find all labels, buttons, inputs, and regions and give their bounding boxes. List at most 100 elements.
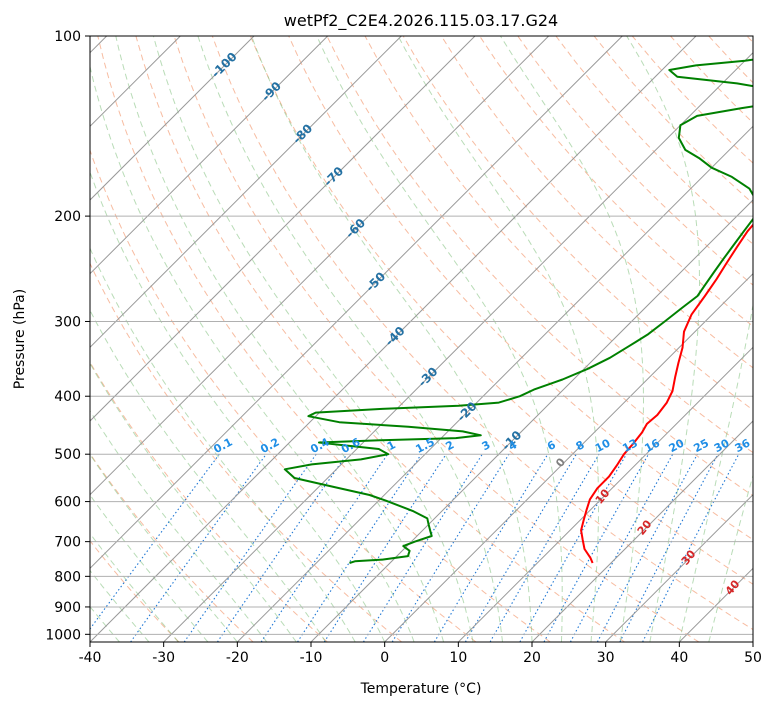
x-tick-label: -10	[300, 650, 323, 666]
dry-adiabat-line	[173, 36, 700, 642]
dewpoint-trace	[283, 58, 753, 564]
dry-adiabat-line	[326, 36, 753, 497]
mixing-ratio-label: 13	[620, 436, 640, 455]
mixing-ratio-line	[260, 453, 389, 642]
y-tick-label: 400	[54, 389, 81, 405]
dry-adiabat-line	[288, 36, 753, 541]
x-axis-label: Temperature (°C)	[360, 681, 482, 697]
mixing-ratio-line	[362, 453, 483, 642]
background-lines	[90, 36, 753, 642]
isotherm-line	[90, 36, 550, 496]
x-tick-label: 50	[744, 650, 762, 666]
mixing-ratio-line	[297, 453, 422, 642]
y-tick-label: 900	[54, 600, 81, 616]
x-tick-label: 0	[380, 650, 389, 666]
y-tick-label: 600	[54, 495, 81, 511]
isotherm-line	[90, 36, 476, 422]
mixing-ratio-line	[489, 453, 600, 642]
mixing-ratio-label: 30	[712, 436, 732, 455]
dry-adiabat-line	[517, 36, 753, 286]
moist-adiabat-line	[397, 36, 599, 642]
isotherm-line	[457, 346, 753, 642]
dry-adiabat-line	[440, 36, 753, 369]
dry-adiabat-line	[97, 36, 551, 642]
moist-adiabat-line	[90, 569, 150, 642]
plot-frame	[89, 35, 754, 643]
mixing-ratio-line	[130, 453, 267, 642]
dry-adiabat-line	[135, 36, 625, 642]
y-tick-label: 300	[54, 314, 81, 330]
moist-adiabat-line	[626, 36, 700, 642]
isotherm-line	[163, 51, 753, 642]
moist-adiabat-line	[90, 309, 327, 642]
x-tick-label: -20	[226, 650, 249, 666]
mixing-ratio-line	[596, 453, 698, 642]
isotherm-line	[90, 36, 255, 201]
x-tick-label: 40	[670, 650, 688, 666]
y-tick-label: 200	[54, 209, 81, 225]
moist-adiabat-line	[90, 453, 238, 642]
isotherm-line	[531, 420, 753, 642]
isotherm-line	[236, 125, 753, 642]
dry-adiabat-line	[402, 36, 753, 411]
moist-adiabat-line	[316, 36, 563, 642]
x-tick-label: -30	[152, 650, 175, 666]
dry-adiabat-line	[90, 262, 403, 642]
mixing-ratio-label: 25	[691, 436, 711, 455]
mixing-ratio-line	[90, 453, 220, 630]
mixing-ratio-line	[464, 453, 577, 642]
dry-adiabat-line	[211, 36, 753, 631]
moist-adiabat-line	[152, 36, 474, 642]
isotherm-line	[90, 36, 329, 275]
sounding-traces	[283, 58, 753, 564]
moist-adiabat-line	[197, 36, 503, 642]
isotherm-line	[90, 36, 697, 642]
mixing-ratio-label: 36	[733, 436, 753, 455]
moist-adiabat-line	[90, 64, 415, 642]
isotherm-line	[752, 641, 753, 642]
mixing-ratio-label: 10	[593, 436, 613, 455]
x-tick-label: 10	[449, 650, 467, 666]
mixing-ratio-line	[216, 453, 348, 642]
moist-adiabat-line	[90, 532, 179, 642]
x-tick-label: 20	[523, 650, 541, 666]
isotherm-line	[310, 199, 753, 642]
dry-adiabat-line	[90, 452, 254, 642]
y-tick-label: 700	[54, 535, 81, 551]
y-tick-label: 800	[54, 569, 81, 585]
moist-adiabat-line	[499, 36, 644, 642]
moist-adiabat-line	[90, 247, 356, 642]
temperature-trace	[580, 223, 753, 564]
moist-adiabat-line	[90, 410, 268, 642]
moist-adiabat-line	[90, 362, 297, 642]
y-tick-label: 500	[54, 447, 81, 463]
isotherm-line	[90, 36, 623, 570]
plot-background	[90, 36, 753, 642]
y-tick-label: 1000	[45, 627, 81, 643]
isotherm-line	[384, 272, 753, 642]
mixing-ratio-line	[543, 453, 649, 642]
axes: -40 -30 -20 -10 0 10 20 30 40 50 100 200 300 400 500 60…	[45, 29, 762, 666]
dry-adiabat-line	[90, 148, 477, 642]
mixing-ratio-line	[519, 453, 627, 642]
moist-adiabat-line	[90, 170, 386, 642]
chart-title: wetPf2_C2E4.2026.115.03.17.G24	[284, 11, 558, 31]
moist-adiabat-line	[678, 302, 753, 642]
mixing-ratio-line	[323, 453, 447, 642]
x-tick-label: -40	[79, 650, 102, 666]
moist-adiabat-line	[251, 36, 533, 642]
mixing-ratio-label: 16	[642, 436, 662, 455]
y-axis-label: Pressure (hPa)	[12, 289, 28, 389]
mixing-ratio-line	[183, 453, 317, 642]
mixing-ratio-line	[569, 453, 674, 642]
dry-adiabat-line	[479, 36, 753, 327]
dry-adiabat-line	[90, 361, 328, 642]
x-tick-label: 30	[597, 650, 615, 666]
moist-adiabat-line	[708, 473, 753, 642]
y-tick-label: 100	[54, 29, 81, 45]
isotherm-line	[605, 493, 753, 642]
moist-adiabat-line	[90, 494, 209, 642]
isotherm-line	[90, 36, 402, 349]
mixing-ratio-label: 20	[667, 436, 687, 455]
